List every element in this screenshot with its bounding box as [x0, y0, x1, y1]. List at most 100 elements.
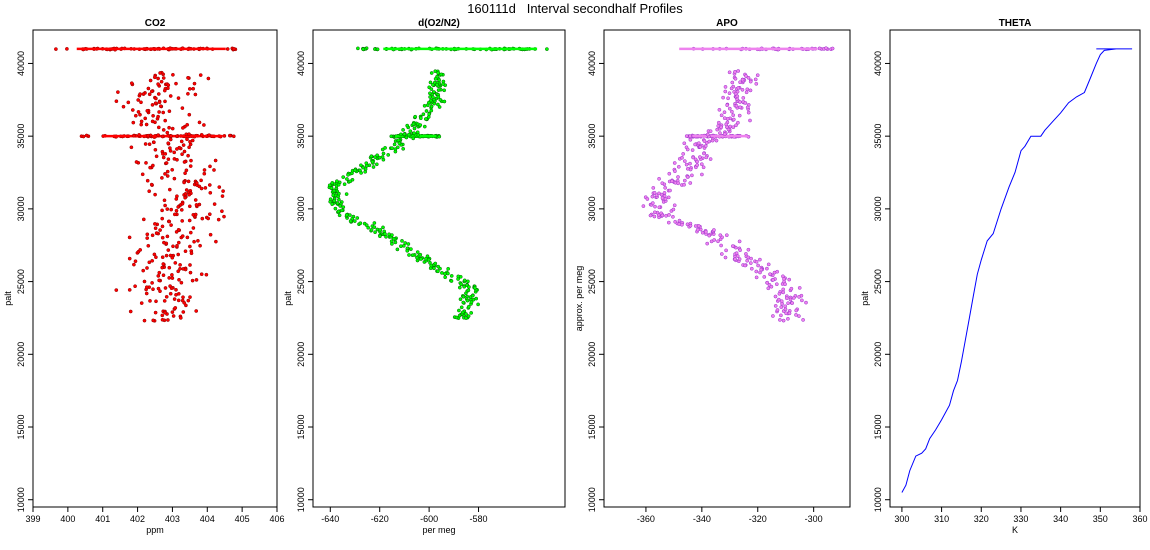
data-point	[411, 136, 416, 141]
data-point	[657, 205, 662, 210]
data-point	[370, 159, 375, 164]
data-point	[790, 301, 795, 305]
data-point	[766, 286, 771, 291]
data-point	[781, 318, 786, 323]
data-point	[176, 291, 181, 296]
data-point	[779, 299, 784, 304]
data-point	[762, 275, 767, 279]
data-point	[748, 88, 753, 93]
data-point	[152, 140, 156, 145]
data-point	[716, 120, 721, 125]
data-point	[688, 161, 692, 166]
data-point	[193, 198, 198, 202]
data-point	[153, 226, 158, 231]
y-axis-label: palt	[860, 291, 870, 306]
data-point	[337, 191, 341, 196]
x-tick-label: 360	[1132, 514, 1147, 524]
x-tick-label: 320	[974, 514, 989, 524]
data-point	[705, 132, 710, 137]
data-point	[369, 227, 374, 232]
data-point	[731, 117, 736, 122]
data-point	[171, 314, 176, 318]
x-tick-label: -600	[420, 514, 438, 524]
data-point	[163, 99, 167, 104]
data-point	[449, 274, 454, 278]
data-point	[165, 169, 170, 174]
data-point	[371, 165, 376, 169]
data-point	[436, 102, 440, 107]
data-point	[144, 285, 149, 290]
data-point	[407, 132, 411, 137]
data-point	[441, 79, 446, 84]
data-point	[337, 197, 341, 202]
x-tick-label: -340	[693, 514, 711, 524]
data-point	[472, 286, 477, 290]
data-point	[180, 106, 185, 110]
x-tick-label: -300	[805, 514, 823, 524]
y-tick-label: 10000	[873, 487, 883, 512]
data-point	[346, 172, 350, 177]
data-point	[641, 204, 646, 208]
data-point	[225, 47, 230, 51]
data-point	[174, 81, 178, 86]
y-tick-label: 35000	[873, 124, 883, 149]
data-point	[157, 100, 162, 105]
x-tick-label: 400	[60, 514, 75, 524]
data-point	[145, 266, 149, 270]
data-point	[160, 134, 165, 139]
figure-title: 160111d Interval secondhalf Profiles	[467, 1, 683, 16]
data-point	[167, 109, 172, 114]
data-point	[170, 310, 175, 314]
data-point	[156, 125, 161, 130]
data-point	[114, 288, 119, 292]
data-point	[369, 154, 374, 159]
data-point	[359, 163, 363, 168]
data-point	[693, 142, 697, 147]
data-point	[776, 297, 781, 302]
data-point	[231, 134, 236, 139]
data-point	[193, 92, 198, 97]
data-point	[188, 164, 193, 168]
data-point	[164, 161, 169, 165]
data-point	[336, 209, 341, 214]
data-point	[429, 98, 433, 103]
data-point	[718, 233, 723, 238]
data-point	[727, 91, 732, 96]
data-point	[222, 134, 227, 138]
data-point	[131, 120, 136, 125]
data-point	[139, 119, 144, 124]
series-group	[54, 46, 238, 323]
data-point	[153, 147, 158, 152]
plot-frame	[32, 29, 278, 508]
plot-frame	[603, 29, 851, 508]
data-point	[731, 113, 736, 118]
data-point	[384, 234, 388, 239]
y-tick-label: 35000	[16, 124, 26, 149]
data-point	[157, 278, 161, 283]
data-point	[212, 168, 216, 172]
data-point	[743, 101, 748, 105]
data-point	[772, 270, 777, 275]
data-point	[716, 239, 720, 244]
x-axis-label: ppm	[146, 525, 164, 535]
data-point	[166, 318, 170, 322]
data-point	[165, 207, 170, 211]
data-point	[176, 205, 181, 209]
data-point	[170, 276, 175, 280]
data-point	[380, 147, 385, 152]
y-tick-label: 40000	[873, 51, 883, 76]
data-point	[161, 76, 166, 80]
data-point	[730, 109, 734, 114]
theta-line	[901, 48, 1133, 493]
data-point	[733, 69, 737, 74]
data-point	[158, 104, 163, 109]
data-point	[200, 216, 205, 221]
data-point	[789, 286, 794, 291]
y-tick-label: 30000	[587, 196, 597, 221]
data-point	[433, 69, 438, 74]
data-point	[412, 126, 417, 131]
data-point	[126, 100, 131, 105]
data-point	[332, 198, 337, 203]
data-point	[778, 318, 782, 322]
data-point	[734, 103, 739, 108]
